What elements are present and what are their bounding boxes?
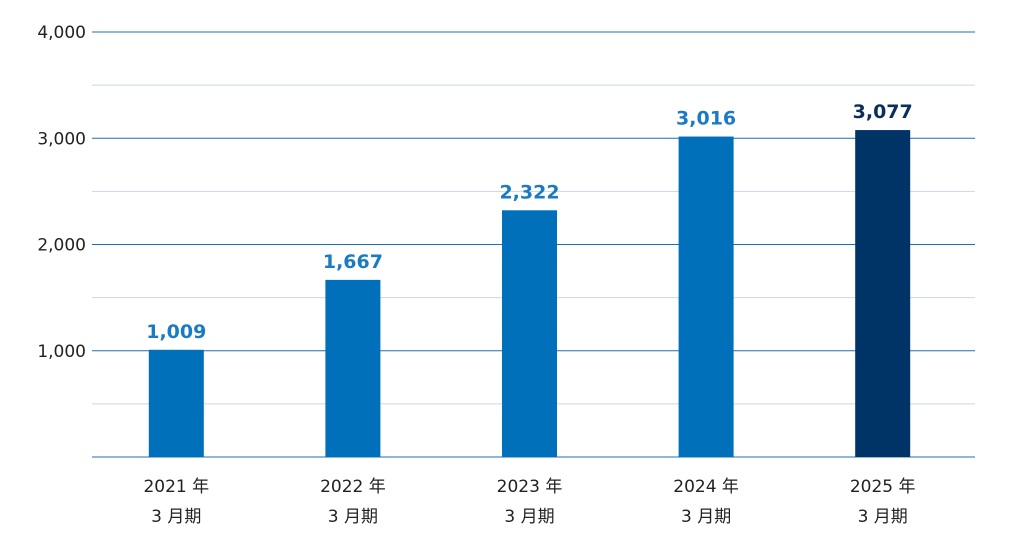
y-tick-label: 2,000 (37, 236, 86, 256)
data-label: 1,667 (323, 251, 383, 273)
x-axis: 2021 年 3 月期 2022 年 3 月期 2023 年 3 月期 2024 年 3 月期… (143, 477, 915, 527)
y-axis: 1,000 2,000 3,000 4,000 (37, 23, 86, 362)
y-tick-label: 3,000 (37, 129, 86, 149)
x-tick-label: 2024 年 (673, 477, 739, 497)
data-label: 3,077 (853, 101, 913, 123)
x-tick-label: 3 月期 (681, 507, 731, 527)
x-tick-label: 3 月期 (151, 507, 201, 527)
x-tick-label: 2023 年 (497, 477, 563, 497)
x-tick-label: 2021 年 (143, 477, 209, 497)
bar (325, 279, 381, 457)
data-label: 1,009 (146, 321, 206, 343)
y-tick-label: 4,000 (37, 23, 86, 43)
bar (148, 349, 204, 457)
data-label: 2,322 (499, 181, 559, 203)
x-tick-label: 2022 年 (320, 477, 386, 497)
x-tick-label: 2025 年 (850, 477, 916, 497)
bars (148, 130, 911, 458)
bar (855, 130, 911, 457)
data-labels: 1,009 1,667 2,322 3,016 3,077 (146, 101, 913, 343)
bar (678, 136, 734, 458)
x-tick-label: 3 月期 (328, 507, 378, 527)
x-tick-label: 3 月期 (858, 507, 908, 527)
x-tick-label: 3 月期 (504, 507, 554, 527)
data-label: 3,016 (676, 108, 736, 130)
y-tick-label: 1,000 (37, 342, 86, 362)
bar (502, 210, 557, 457)
